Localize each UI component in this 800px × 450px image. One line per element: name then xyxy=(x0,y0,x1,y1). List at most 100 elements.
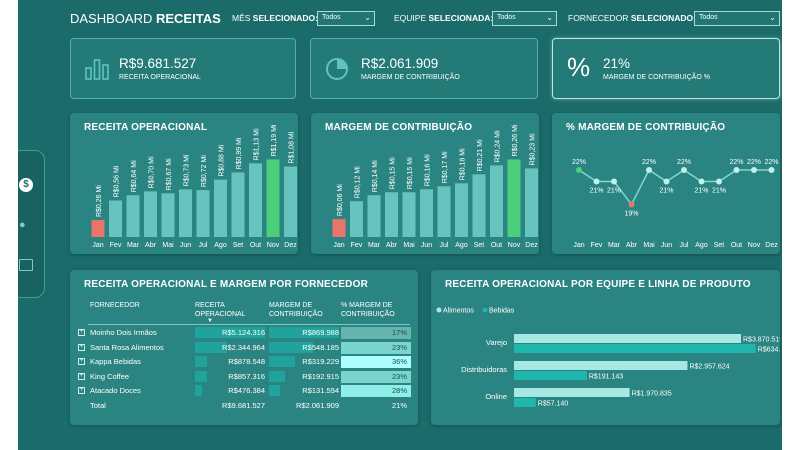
bar-fev xyxy=(350,201,363,237)
receita-value: R$878.548 xyxy=(228,357,265,366)
margem-percent-line-chart: 22% Jan 21% Fev 21% Mar 19% Abr 22% Mai 21% Jun 22% J… xyxy=(572,159,779,249)
receita-data-bar xyxy=(195,356,207,367)
team-filter-label: EQUIPE SELECIONADA: xyxy=(394,13,494,23)
bar-set xyxy=(231,172,245,237)
team-filter-dropdown[interactable]: Todos ⌄ xyxy=(492,11,557,26)
pct-value: 23% xyxy=(391,371,407,381)
x-tick-label: Ago xyxy=(214,242,227,249)
bar-data-label: R$1,19 Mi xyxy=(271,124,278,156)
x-tick-label: Nov xyxy=(508,242,521,249)
category-label: Distribuidoras xyxy=(461,365,507,374)
x-tick-label: Out xyxy=(250,242,261,249)
kpi-card-margem[interactable]: R$2.061.909 MARGEM DE CONTRIBUIÇÃO xyxy=(310,38,538,99)
x-tick-label: Jan xyxy=(333,242,344,249)
data-point xyxy=(716,178,722,185)
bar-jan xyxy=(332,219,346,237)
data-point xyxy=(593,178,600,185)
x-tick-label: Mai xyxy=(403,242,415,249)
bar-data-label: R$0,72 Mi xyxy=(201,155,208,187)
expand-icon[interactable]: + xyxy=(78,343,85,351)
pct-value: 23% xyxy=(391,342,407,352)
margem-bar-chart: R$0,06 Mi Jan R$0,12 Mi Fev R$0,14 Mi Mar R$0,… xyxy=(332,124,538,249)
data-point xyxy=(768,167,775,173)
margem-chart-panel: MARGEM DE CONTRIBUIÇÃO R$0,06 Mi Jan R$0,1… xyxy=(311,113,539,254)
kpi-card-margem-percent[interactable]: % 21% MARGEM DE CONTRIBUIÇÃO % xyxy=(552,38,780,99)
margem-value: R$869.988 xyxy=(302,328,339,337)
pct-cell-background xyxy=(341,327,411,339)
expand-icon[interactable]: + xyxy=(78,387,85,394)
sort-indicator-icon: ▼ xyxy=(207,318,213,324)
bar-mar xyxy=(126,195,140,237)
receita-chart-panel: RECEITA OPERACIONAL R$0,26 Mi Jan R$0,56 M… xyxy=(70,113,298,254)
bar-bebidas xyxy=(514,371,587,380)
pct-cell-background xyxy=(341,356,411,368)
bar-jun xyxy=(179,189,192,237)
col-header-margem[interactable]: MARGEM DE CONTRIBUIÇÃO xyxy=(269,302,323,318)
bar-data-label: R$0,73 Mi xyxy=(184,154,191,186)
month-filter-value: Todos xyxy=(322,14,341,21)
x-tick-label: Nov xyxy=(748,242,761,249)
pct-value: 36% xyxy=(391,357,407,366)
total-margem: R$2.061.909 xyxy=(296,400,339,410)
bar-data-label: R$191.143 xyxy=(589,374,623,381)
x-tick-label: Jul xyxy=(199,242,208,249)
x-tick-label: Jul xyxy=(440,242,449,249)
drops-icon[interactable]: ● xyxy=(19,219,26,231)
bar-data-label: R$0,88 Mi xyxy=(219,144,226,176)
supplier-name[interactable]: Kappa Bebidas xyxy=(90,357,141,366)
x-tick-label: Dez xyxy=(525,242,538,249)
bar-jun xyxy=(420,189,433,237)
table-icon[interactable] xyxy=(19,259,33,271)
kpi-card-receita[interactable]: R$9.681.527 RECEITA OPERACIONAL xyxy=(70,38,296,99)
supplier-name[interactable]: Atacado Doces xyxy=(90,386,141,395)
bar-data-label: R$3.870.519 xyxy=(743,337,780,344)
month-filter-dropdown[interactable]: Todos ⌄ xyxy=(317,11,375,26)
table-title: RECEITA OPERACIONAL E MARGEM POR FORNECE… xyxy=(84,279,368,290)
bar-data-label: R$0,26 Mi xyxy=(512,124,519,156)
bar-data-label: R$0,12 Mi xyxy=(355,166,362,198)
x-tick-label: Set xyxy=(714,242,725,249)
receita-value: R$476.384 xyxy=(228,386,265,395)
data-point xyxy=(681,167,687,173)
bar-nov xyxy=(266,159,280,237)
x-tick-label: Dez xyxy=(765,242,778,249)
supplier-filter-dropdown[interactable]: Todos ⌄ xyxy=(694,11,780,26)
col-header-receita[interactable]: RECEITA OPERACIONAL xyxy=(195,302,246,318)
supplier-filter-label: FORNECEDOR SELECIONADO: xyxy=(568,13,696,23)
margem-value: R$548.185 xyxy=(302,342,339,352)
bar-data-label: R$0,26 Mi xyxy=(96,185,103,217)
bar-alimentos xyxy=(514,361,688,370)
kpi-value: R$2.061.909 xyxy=(361,56,439,71)
x-tick-label: Fev xyxy=(110,242,122,249)
supplier-name[interactable]: Moinho Dois Irmãos xyxy=(90,328,157,337)
receita-data-bar xyxy=(195,370,207,382)
bar-data-label: R$1.970.835 xyxy=(632,391,672,398)
bar-ago xyxy=(455,183,468,237)
bar-data-label: R$0,23 Mi xyxy=(530,133,537,165)
supplier-name[interactable]: Santa Rosa Alimentos xyxy=(90,342,164,352)
x-tick-label: Mar xyxy=(608,242,621,249)
bar-dez xyxy=(284,166,297,237)
x-tick-label: Ago xyxy=(695,242,708,249)
kpi-label: RECEITA OPERACIONAL xyxy=(119,74,201,81)
expand-icon[interactable]: + xyxy=(78,372,85,380)
x-tick-label: Dez xyxy=(284,242,297,249)
bar-ago xyxy=(214,179,227,237)
expand-icon[interactable]: + xyxy=(78,329,85,336)
expand-icon[interactable]: + xyxy=(78,358,85,365)
dollar-icon[interactable]: $ xyxy=(19,178,33,192)
page-title-light: DASHBOARD xyxy=(70,11,153,26)
supplier-table-panel: RECEITA OPERACIONAL E MARGEM POR FORNECE… xyxy=(70,270,418,425)
col-header-fornecedor[interactable]: FORNECEDOR xyxy=(90,302,140,309)
data-label: 21% xyxy=(589,188,603,195)
margem-data-bar xyxy=(269,341,314,353)
bar-data-label: R$0,17 Mi xyxy=(442,151,449,183)
supplier-filter-value: Todos xyxy=(699,14,718,21)
col-header-pct-margem[interactable]: % MARGEM DE CONTRIBUIÇÃO xyxy=(341,302,395,318)
bar-data-label: R$57.140 xyxy=(538,401,568,408)
bar-fev xyxy=(109,200,122,237)
supplier-name[interactable]: King Coffee xyxy=(90,371,130,381)
pct-cell-background xyxy=(341,341,411,354)
data-label: 21% xyxy=(694,188,708,195)
pct-cell-background xyxy=(341,370,411,383)
